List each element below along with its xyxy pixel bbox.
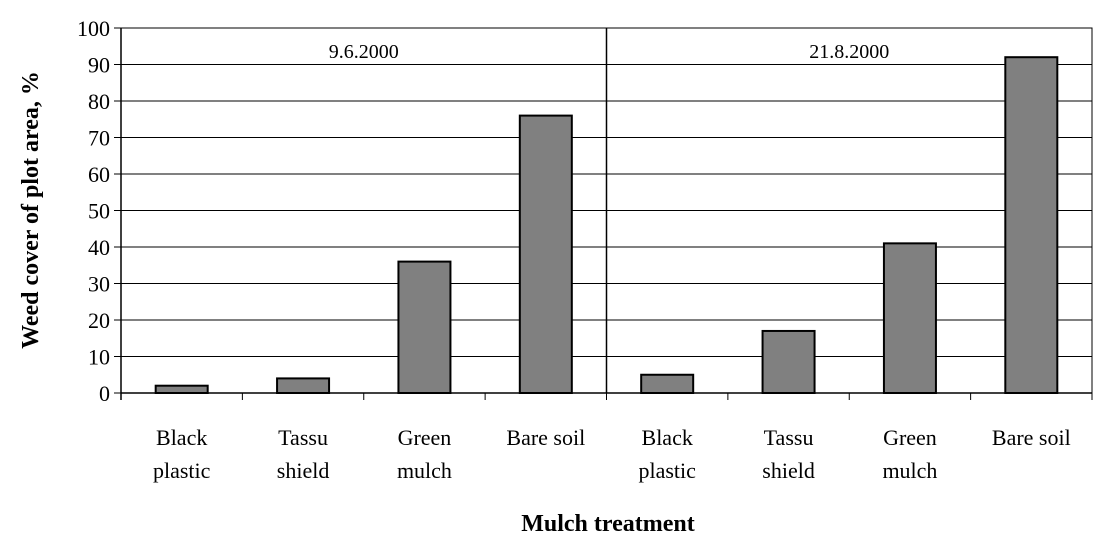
x-tick-label: plastic	[153, 458, 211, 483]
x-tick-label: Black	[642, 425, 693, 450]
group-label: 21.8.2000	[809, 41, 889, 63]
y-tick-label: 80	[88, 89, 110, 114]
bar	[276, 377, 331, 394]
x-tick-label: Tassu	[764, 425, 814, 450]
x-tick-label: Bare soil	[506, 425, 585, 450]
y-tick-label: 30	[88, 272, 110, 297]
bars	[154, 56, 1059, 395]
group-label: 9.6.2000	[329, 41, 399, 63]
x-tick-label: mulch	[882, 458, 937, 483]
y-tick-label: 0	[99, 381, 110, 406]
labels: 0 10 20 30 40 50 60 70 80 90 100 Black plastic Tassu s…	[77, 16, 1071, 483]
axes	[114, 27, 1093, 400]
x-tick-label: mulch	[397, 458, 452, 483]
x-tick-label: Green	[398, 425, 452, 450]
bar	[761, 329, 816, 395]
x-tick-label: Bare soil	[992, 425, 1071, 450]
y-tick-label: 40	[88, 235, 110, 260]
y-tick-label: 70	[88, 126, 110, 151]
bar	[1004, 56, 1059, 394]
y-tick-label: 90	[88, 53, 110, 78]
x-axis-title: Mulch treatment	[521, 511, 695, 537]
x-tick-label: plastic	[638, 458, 696, 483]
y-axis-title: Weed cover of plot area, %	[18, 71, 44, 349]
y-tick-label: 10	[88, 345, 110, 370]
x-tick-label: shield	[762, 458, 815, 483]
bar	[518, 114, 573, 394]
bar	[154, 384, 209, 395]
bar	[640, 373, 695, 394]
x-tick-label: Green	[883, 425, 937, 450]
bar	[882, 242, 937, 394]
x-tick-label: shield	[277, 458, 330, 483]
x-tick-label: Tassu	[278, 425, 328, 450]
y-tick-label: 100	[77, 16, 110, 41]
x-tick-label: Black	[156, 425, 207, 450]
y-tick-label: 20	[88, 308, 110, 333]
y-tick-label: 50	[88, 199, 110, 224]
bar	[397, 260, 452, 394]
y-tick-label: 60	[88, 162, 110, 187]
